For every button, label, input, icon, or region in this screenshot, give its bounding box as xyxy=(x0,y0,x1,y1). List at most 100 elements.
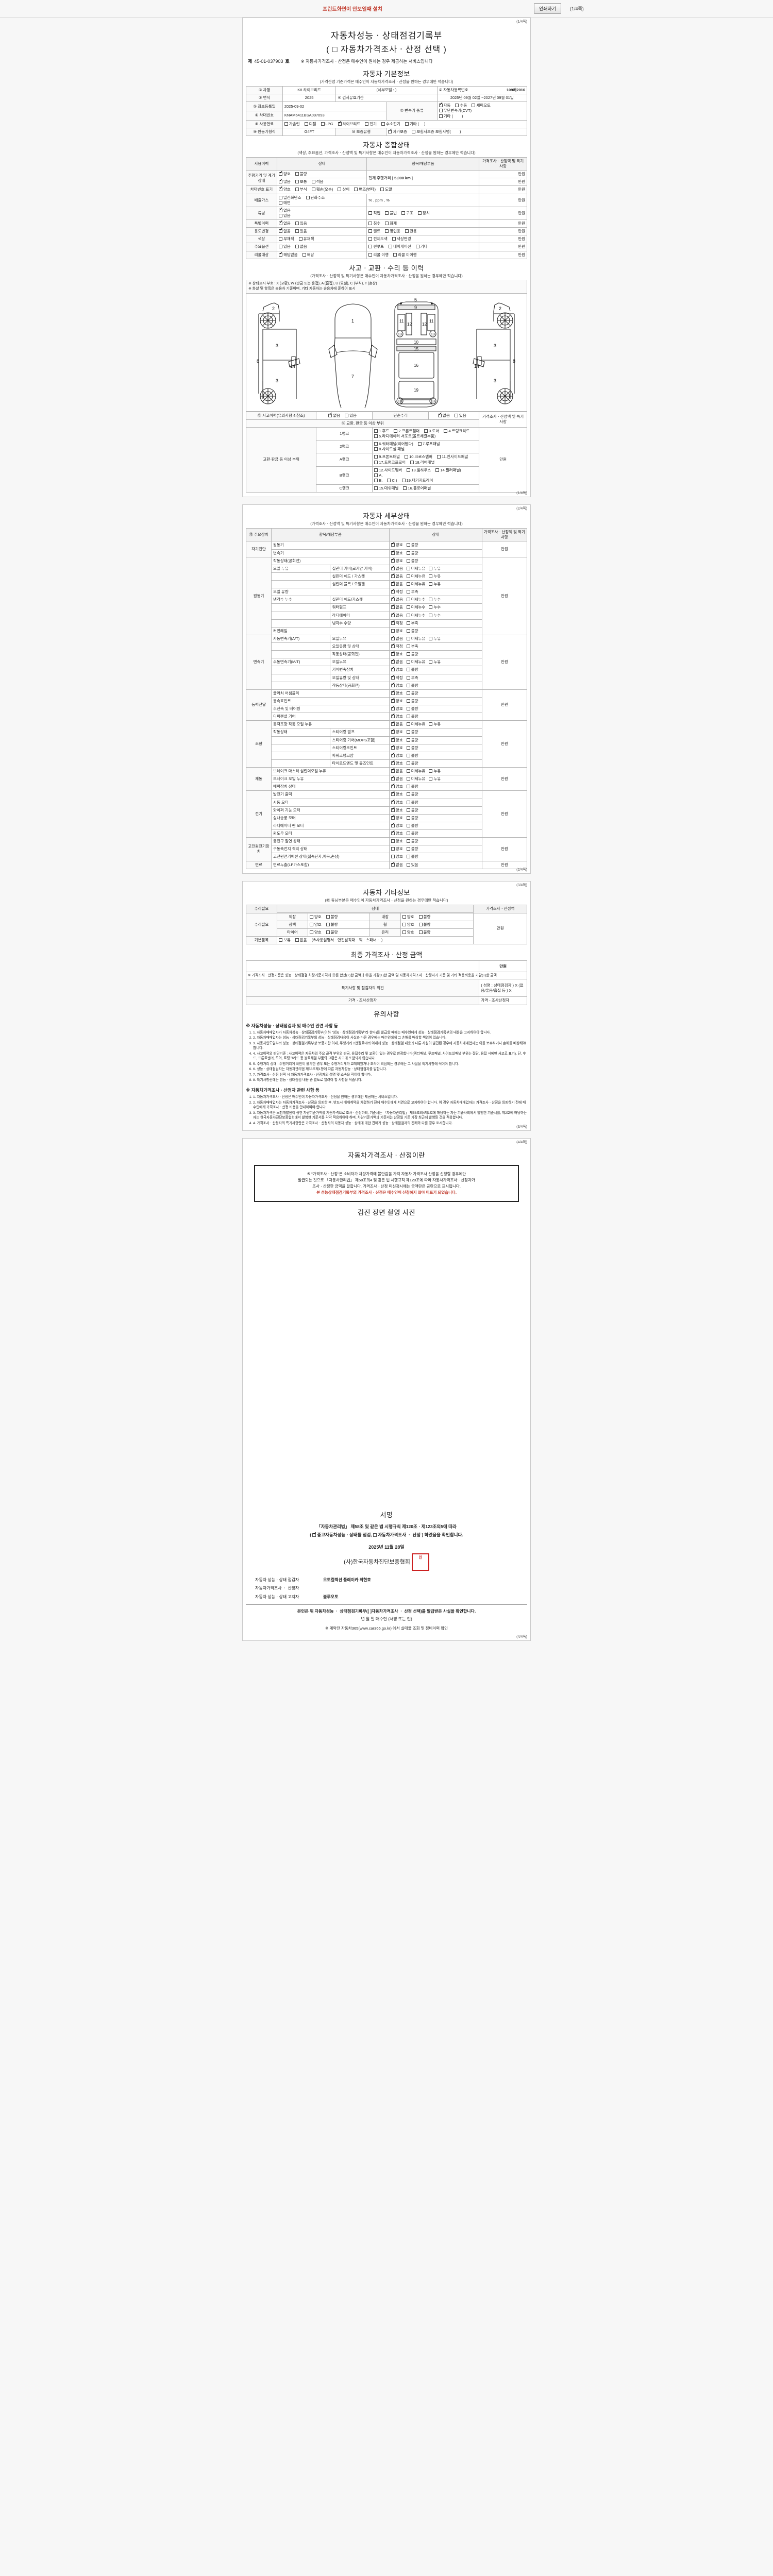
state-option[interactable]: 양호 xyxy=(391,807,403,813)
checkbox-icon[interactable] xyxy=(374,460,378,464)
simple-option[interactable]: 있음 xyxy=(454,413,466,418)
part-option[interactable]: 5.라디에이터 서포트(볼트체결부품) xyxy=(374,434,435,439)
checkbox-icon[interactable] xyxy=(429,777,433,781)
state-option[interactable]: 무채색 xyxy=(278,236,294,242)
checkbox-icon[interactable] xyxy=(388,128,392,133)
state-option[interactable]: 없음 xyxy=(391,612,403,618)
history-option[interactable]: 화재 xyxy=(385,221,397,226)
checkbox-icon[interactable] xyxy=(406,629,410,633)
state-option[interactable]: 미세누유 xyxy=(406,776,425,782)
part-option[interactable]: 15.대쉬패널 xyxy=(374,486,398,491)
checkbox-icon[interactable] xyxy=(326,930,330,934)
state-option[interactable]: 양호 xyxy=(391,728,403,735)
state-option[interactable]: 양호 xyxy=(391,651,403,657)
checkbox-icon[interactable] xyxy=(391,760,395,765)
checkbox-icon[interactable] xyxy=(406,675,410,680)
checkbox-icon[interactable] xyxy=(391,573,395,578)
state-option[interactable]: 불량 xyxy=(406,753,418,758)
usage-option[interactable]: 렌트 xyxy=(368,229,380,234)
checkbox-icon[interactable] xyxy=(306,195,310,199)
checkbox-icon[interactable] xyxy=(374,455,378,459)
part-option[interactable]: 7.루프패널 xyxy=(417,442,440,447)
state-option[interactable]: 없음 xyxy=(391,775,403,782)
checkbox-icon[interactable] xyxy=(385,222,389,225)
checkbox-icon[interactable] xyxy=(385,211,389,215)
state-option[interactable]: 미세누유 xyxy=(406,636,425,641)
checkbox-icon[interactable] xyxy=(429,660,433,664)
checkbox-icon[interactable] xyxy=(406,808,410,812)
checkbox-icon[interactable] xyxy=(418,930,423,934)
checkbox-icon[interactable] xyxy=(418,211,422,215)
state-option[interactable]: 불량 xyxy=(406,683,418,688)
state-option[interactable]: 양호 xyxy=(391,839,403,844)
state-option[interactable]: 누유 xyxy=(429,659,441,665)
checkbox-icon[interactable] xyxy=(391,651,395,656)
checkbox-icon[interactable] xyxy=(368,245,373,249)
part-option[interactable]: 4.트렁크리드 xyxy=(444,429,469,434)
state-option[interactable]: 누수 xyxy=(429,613,441,618)
state-option[interactable]: 있음 xyxy=(295,221,307,226)
state-option[interactable]: 누유 xyxy=(429,722,441,727)
checkbox-icon[interactable] xyxy=(406,543,410,547)
tuning-option[interactable]: 적법 xyxy=(368,211,380,216)
state-option[interactable]: 변조(변타) xyxy=(354,187,376,192)
part-option[interactable]: 12.사이드멤버 xyxy=(374,468,402,473)
checkbox-icon[interactable] xyxy=(406,715,410,719)
checkbox-icon[interactable] xyxy=(410,460,414,464)
checkbox-icon[interactable] xyxy=(406,800,410,804)
state-option[interactable]: 적정 xyxy=(391,588,403,595)
state-option[interactable]: 부족 xyxy=(406,644,418,649)
checkbox-icon[interactable] xyxy=(374,442,378,446)
warranty-option[interactable]: 보험사보증 보험사명( ) xyxy=(412,129,461,134)
checkbox-icon[interactable] xyxy=(406,745,410,750)
state-option[interactable]: 있음 xyxy=(295,229,307,234)
accident-option[interactable]: 있음 xyxy=(345,413,357,418)
checkbox-icon[interactable] xyxy=(321,122,325,126)
recall-option[interactable]: 리콜 이행 xyxy=(368,252,389,258)
checkbox-icon[interactable] xyxy=(429,582,433,586)
other-option[interactable]: 양호 xyxy=(402,922,414,927)
state-option[interactable]: 불량 xyxy=(406,745,418,751)
checkbox-icon[interactable] xyxy=(406,738,410,742)
checkbox-icon[interactable] xyxy=(374,447,378,451)
state-option[interactable]: 미세누유 xyxy=(406,722,425,727)
checkbox-icon[interactable] xyxy=(295,180,299,184)
checkbox-icon[interactable] xyxy=(429,613,433,617)
checkbox-icon[interactable] xyxy=(406,730,410,734)
checkbox-icon[interactable] xyxy=(391,737,395,742)
checkbox-icon[interactable] xyxy=(435,468,440,472)
checkbox-icon[interactable] xyxy=(444,429,448,433)
usage-option[interactable]: 영업용 xyxy=(385,229,400,234)
part-option[interactable]: 6.쿼터패널(리어휀다) xyxy=(374,442,413,447)
state-option[interactable]: 불량 xyxy=(406,730,418,735)
checkbox-icon[interactable] xyxy=(406,761,410,765)
state-option[interactable]: 적음 xyxy=(311,179,324,184)
checkbox-icon[interactable] xyxy=(406,683,410,687)
checkbox-icon[interactable] xyxy=(385,229,389,233)
checkbox-icon[interactable] xyxy=(429,722,433,726)
state-option[interactable]: 없음 xyxy=(278,228,291,234)
checkbox-icon[interactable] xyxy=(429,769,433,773)
checkbox-icon[interactable] xyxy=(407,468,411,472)
checkbox-icon[interactable] xyxy=(406,551,410,555)
state-option[interactable]: 누유 xyxy=(429,769,441,774)
checkbox-icon[interactable] xyxy=(391,744,395,750)
checkbox-icon[interactable] xyxy=(406,582,410,586)
checkbox-icon[interactable] xyxy=(374,478,378,482)
checkbox-icon[interactable] xyxy=(472,104,476,108)
checkbox-icon[interactable] xyxy=(429,605,433,609)
checkbox-icon[interactable] xyxy=(295,938,299,942)
checkbox-icon[interactable] xyxy=(278,200,282,205)
other-option[interactable]: 불량 xyxy=(418,914,430,920)
state-option[interactable]: 불량 xyxy=(406,558,418,564)
state-option[interactable]: 없음 xyxy=(391,861,403,868)
checkbox-icon[interactable] xyxy=(374,486,378,490)
state-option[interactable]: 불량 xyxy=(406,846,418,852)
state-option[interactable]: 적정 xyxy=(391,643,403,649)
recall-option[interactable]: 리콜 미이행 xyxy=(393,252,417,258)
part-option[interactable]: 1.후드 xyxy=(374,429,389,434)
checkbox-icon[interactable] xyxy=(391,698,395,703)
state-option[interactable]: 불량 xyxy=(406,831,418,836)
checkbox-icon[interactable] xyxy=(278,245,282,249)
checkbox-icon[interactable] xyxy=(381,122,385,126)
